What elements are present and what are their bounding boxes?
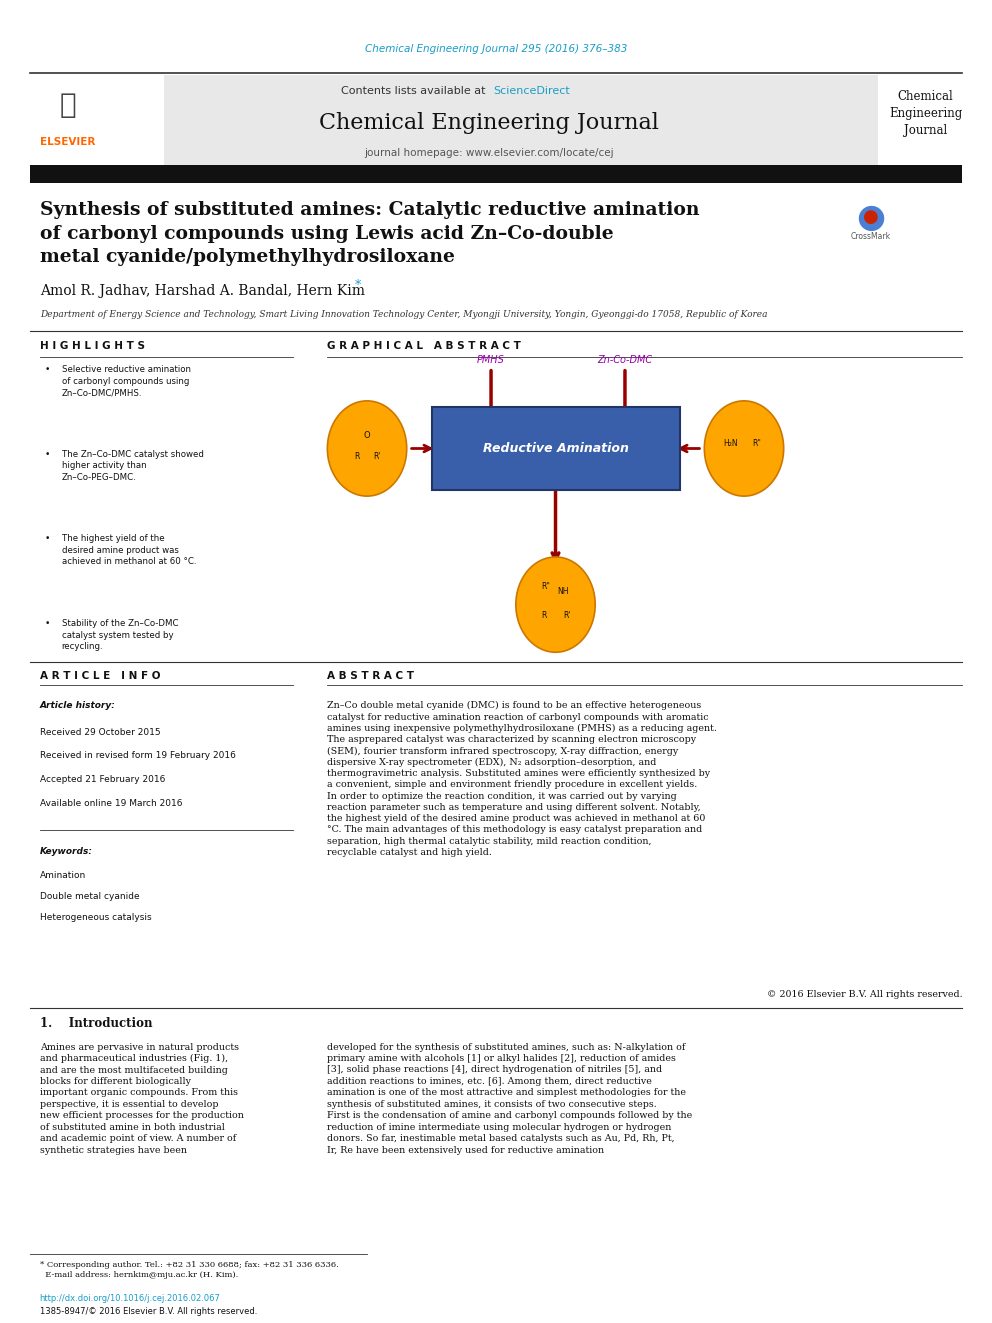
Text: •: • [45,619,50,628]
Text: Chemical Engineering Journal 295 (2016) 376–383: Chemical Engineering Journal 295 (2016) … [365,44,627,54]
Text: 🌿: 🌿 [60,90,75,119]
Text: R": R" [542,582,550,590]
Text: Department of Energy Science and Technology, Smart Living Innovation Technology : Department of Energy Science and Technol… [40,310,767,319]
Text: A R T I C L E   I N F O: A R T I C L E I N F O [40,671,160,681]
Text: Heterogeneous catalysis: Heterogeneous catalysis [40,913,152,922]
Text: ●: ● [856,201,886,233]
Text: Keywords:: Keywords: [40,847,92,856]
Text: Received 29 October 2015: Received 29 October 2015 [40,728,161,737]
Text: ScienceDirect: ScienceDirect [493,86,569,97]
Ellipse shape [327,401,407,496]
Text: H₂N: H₂N [723,439,737,447]
Text: ●: ● [863,208,879,226]
Text: Double metal cyanide: Double metal cyanide [40,892,139,901]
Text: Zn-Co-DMC: Zn-Co-DMC [597,355,653,365]
Text: PMHS: PMHS [477,355,505,365]
Text: journal homepage: www.elsevier.com/locate/cej: journal homepage: www.elsevier.com/locat… [364,148,614,159]
Text: http://dx.doi.org/10.1016/j.cej.2016.02.067: http://dx.doi.org/10.1016/j.cej.2016.02.… [40,1294,220,1303]
Text: Amol R. Jadhav, Harshad A. Bandal, Hern Kim: Amol R. Jadhav, Harshad A. Bandal, Hern … [40,284,365,299]
FancyBboxPatch shape [30,165,962,183]
Text: *: * [355,279,361,292]
Text: Accepted 21 February 2016: Accepted 21 February 2016 [40,775,165,785]
Text: Contents lists available at: Contents lists available at [341,86,489,97]
Text: Article history:: Article history: [40,701,115,710]
Text: © 2016 Elsevier B.V. All rights reserved.: © 2016 Elsevier B.V. All rights reserved… [767,990,962,999]
Text: The highest yield of the
desired amine product was
achieved in methanol at 60 °C: The highest yield of the desired amine p… [62,534,196,566]
Text: G R A P H I C A L   A B S T R A C T: G R A P H I C A L A B S T R A C T [327,341,521,352]
Text: Available online 19 March 2016: Available online 19 March 2016 [40,799,183,808]
Text: Zn–Co double metal cyanide (DMC) is found to be an effective heterogeneous
catal: Zn–Co double metal cyanide (DMC) is foun… [327,701,717,857]
Text: ELSEVIER: ELSEVIER [40,136,95,147]
FancyBboxPatch shape [30,75,164,165]
Text: R: R [541,611,547,619]
Text: Chemical Engineering Journal: Chemical Engineering Journal [319,112,659,134]
Text: R": R" [753,439,761,447]
Text: H I G H L I G H T S: H I G H L I G H T S [40,341,145,352]
Text: Received in revised form 19 February 2016: Received in revised form 19 February 201… [40,751,235,761]
FancyBboxPatch shape [30,75,878,165]
Text: •: • [45,450,50,459]
FancyBboxPatch shape [432,407,680,490]
Ellipse shape [704,401,784,496]
Text: •: • [45,365,50,374]
Text: R': R' [373,452,381,460]
Text: R': R' [563,611,571,619]
Text: Chemical
Engineering
Journal: Chemical Engineering Journal [889,90,962,138]
Text: Amines are pervasive in natural products
and pharmaceutical industries (Fig. 1),: Amines are pervasive in natural products… [40,1043,244,1155]
Text: •: • [45,534,50,544]
Text: O: O [364,431,370,439]
Text: CrossMark: CrossMark [851,233,891,241]
Text: 1.    Introduction: 1. Introduction [40,1017,152,1031]
Text: NH: NH [558,587,569,595]
Text: The Zn–Co-DMC catalyst showed
higher activity than
Zn–Co-PEG–DMC.: The Zn–Co-DMC catalyst showed higher act… [62,450,203,482]
Text: Stability of the Zn–Co-DMC
catalyst system tested by
recycling.: Stability of the Zn–Co-DMC catalyst syst… [62,619,178,651]
Text: developed for the synthesis of substituted amines, such as: N-alkylation of
prim: developed for the synthesis of substitut… [327,1043,692,1155]
Ellipse shape [516,557,595,652]
Text: A B S T R A C T: A B S T R A C T [327,671,415,681]
Text: R: R [354,452,360,460]
Text: Amination: Amination [40,871,86,880]
Text: 1385-8947/© 2016 Elsevier B.V. All rights reserved.: 1385-8947/© 2016 Elsevier B.V. All right… [40,1307,257,1316]
Text: * Corresponding author. Tel.: +82 31 330 6688; fax: +82 31 336 6336.
  E-mail ad: * Corresponding author. Tel.: +82 31 330… [40,1261,338,1279]
Text: Synthesis of substituted amines: Catalytic reductive amination
of carbonyl compo: Synthesis of substituted amines: Catalyt… [40,201,699,266]
Text: Selective reductive amination
of carbonyl compounds using
Zn–Co-DMC/PMHS.: Selective reductive amination of carbony… [62,365,190,397]
Text: Reductive Amination: Reductive Amination [482,442,629,455]
